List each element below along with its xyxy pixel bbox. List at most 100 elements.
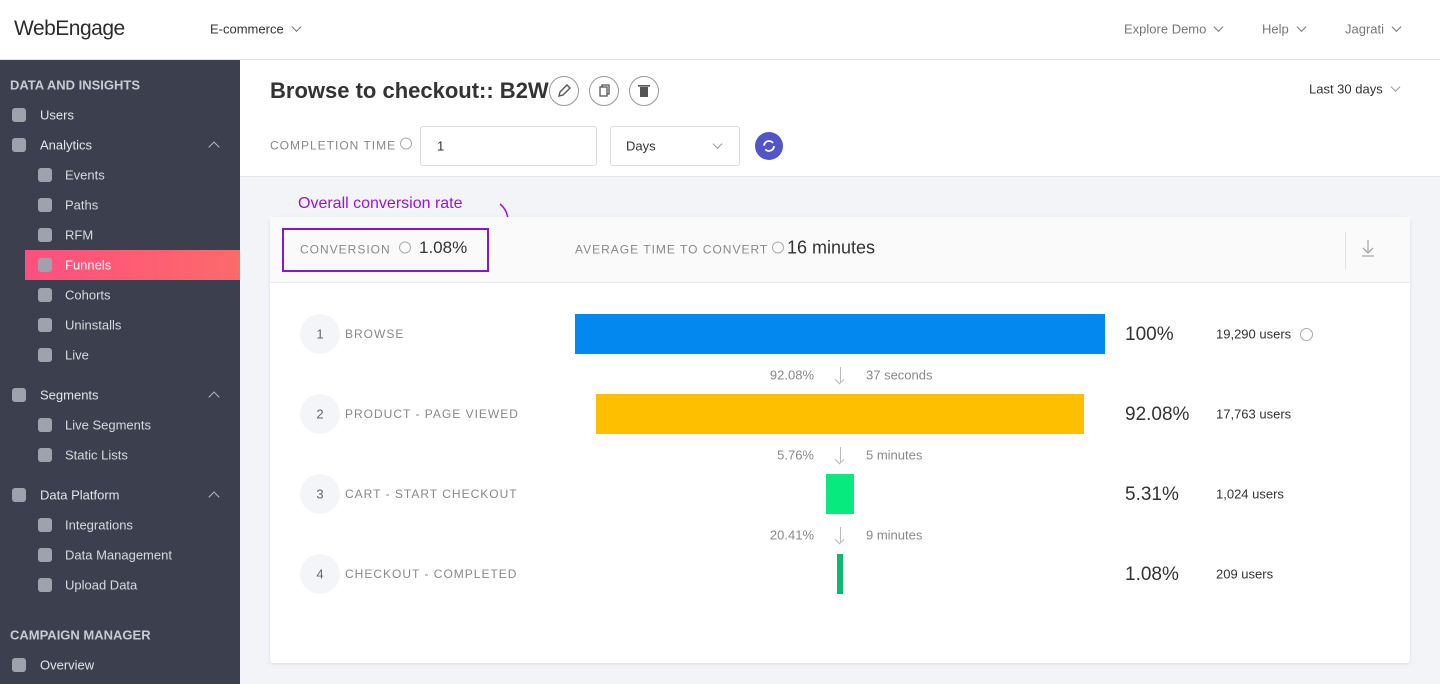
menu-item[interactable]: Overview [40, 657, 95, 673]
menu-icon [38, 348, 52, 362]
step-number: 2 [316, 406, 324, 422]
date-range[interactable]: Last 30 days [1309, 81, 1401, 97]
funnel-card [270, 217, 1410, 663]
transition-arrow [840, 527, 841, 542]
edit-button[interactable] [549, 76, 579, 106]
project-switcher[interactable]: E-commerce [210, 21, 302, 37]
nav-label: Explore Demo [1124, 21, 1207, 37]
completion-input[interactable] [420, 126, 597, 166]
separator [1345, 232, 1346, 270]
step-percent: 100% [1125, 324, 1174, 345]
menu-icon [38, 418, 52, 432]
avg-time-label: AVERAGE TIME TO CONVERT [575, 241, 785, 257]
unit-text: Days [626, 138, 656, 154]
nav-item[interactable]: Explore Demo [1124, 21, 1224, 37]
submenu-item[interactable]: Live [65, 347, 89, 363]
transition-arrow [840, 367, 841, 382]
section-heading: DATA AND INSIGHTS [10, 77, 140, 93]
label-text: COMPLETION TIME [270, 138, 397, 153]
top-bar [0, 0, 1440, 60]
submenu-item[interactable]: Cohorts [65, 287, 111, 303]
submenu-item[interactable]: RFM [65, 227, 94, 243]
title-actions [549, 76, 659, 106]
copy-button[interactable] [589, 76, 619, 106]
menu-item[interactable]: Analytics [40, 137, 93, 153]
funnel-title: Browse to checkout:: B2W [270, 78, 549, 103]
funnel-bar [825, 474, 855, 514]
menu-icon [38, 518, 52, 532]
nav-label: Help [1262, 21, 1289, 37]
transition-arrow [840, 447, 841, 462]
submenu-item[interactable]: Funnels [65, 257, 112, 273]
funnel-bar [837, 554, 843, 594]
project-name: E-commerce [210, 21, 284, 37]
avg-time-value: 16 minutes [787, 237, 876, 258]
step-users: 1,024 users [1216, 486, 1284, 502]
menu-icon [12, 388, 26, 402]
submenu-item[interactable]: Uninstalls [65, 317, 122, 333]
active-highlight [25, 250, 240, 280]
label-text: CONVERSION [300, 242, 391, 257]
step-name: PRODUCT - PAGE VIEWED [345, 407, 519, 421]
menu-icon [12, 488, 26, 502]
step-number-circle [300, 474, 340, 514]
menu-icon [12, 138, 26, 152]
submenu-item[interactable]: Upload Data [65, 577, 138, 593]
menu-icon [38, 228, 52, 242]
step-number-circle [300, 314, 340, 354]
menu-icon [38, 578, 52, 592]
step-percent: 92.08% [1125, 404, 1190, 425]
menu-item[interactable]: Users [40, 107, 74, 123]
menu-icon [38, 168, 52, 182]
transition-time: 37 seconds [866, 367, 933, 383]
transition-rate: 5.76% [777, 447, 814, 463]
logo[interactable]: WebEngage [14, 17, 125, 40]
step-percent: 1.08% [1125, 564, 1179, 585]
select-value: Days [626, 138, 723, 154]
menu-icon [12, 108, 26, 122]
nav-label: Jagrati [1345, 21, 1385, 37]
menu-icon [38, 258, 52, 272]
delete-button[interactable] [629, 76, 659, 106]
step-name: CART - START CHECKOUT [345, 487, 518, 501]
menu-icon [38, 318, 52, 332]
submenu-item[interactable]: Integrations [65, 517, 133, 533]
step-number-circle [300, 554, 340, 594]
step-users: 209 users [1216, 566, 1274, 582]
unit-select[interactable] [610, 126, 740, 166]
step-users: 19,290 users [1216, 326, 1292, 342]
date-range-label: Last 30 days [1309, 81, 1383, 97]
step-percent: 5.31% [1125, 484, 1179, 505]
download-button[interactable] [1360, 238, 1376, 258]
submenu-item[interactable]: Data Management [65, 547, 172, 563]
nav-item[interactable]: Help [1262, 21, 1307, 37]
users-info-icon [1300, 328, 1313, 341]
step-users: 17,763 users [1216, 406, 1292, 422]
menu-icon [38, 448, 52, 462]
step-number-circle [300, 394, 340, 434]
completion-label: COMPLETION TIME [270, 137, 413, 153]
submenu-item[interactable]: Events [65, 167, 105, 183]
transition-rate: 92.08% [769, 367, 814, 383]
input-value: 1 [437, 138, 445, 154]
annotation: Overall conversion rate [298, 195, 463, 212]
menu-icon [12, 658, 26, 672]
menu-item[interactable]: Data Platform [40, 487, 120, 503]
step-number: 4 [316, 566, 324, 582]
conversion-value: 1.08% [419, 238, 468, 257]
menu-icon [38, 288, 52, 302]
nav-item[interactable]: Jagrati [1345, 21, 1402, 37]
conversion-label: CONVERSION [300, 241, 412, 257]
transition-time: 9 minutes [866, 527, 923, 543]
label-text: AVERAGE TIME TO CONVERT [575, 242, 769, 257]
refresh-button[interactable] [754, 131, 784, 161]
transition-time: 5 minutes [866, 447, 923, 463]
submenu-item[interactable]: Paths [65, 197, 99, 213]
submenu-item[interactable]: Static Lists [65, 447, 128, 463]
step-number: 1 [316, 326, 324, 342]
section-heading: CAMPAIGN MANAGER [10, 627, 151, 643]
menu-item[interactable]: Segments [40, 387, 99, 403]
transition-rate: 20.41% [769, 527, 814, 543]
submenu-item[interactable]: Live Segments [65, 417, 151, 433]
